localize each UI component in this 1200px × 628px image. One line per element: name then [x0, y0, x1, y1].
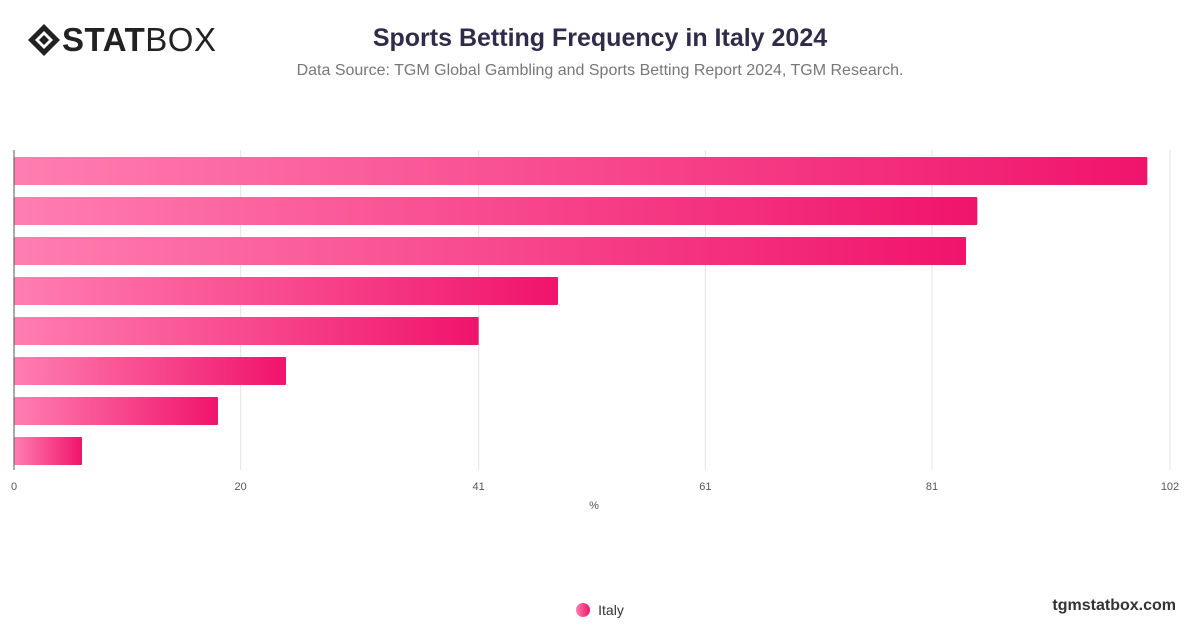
bars — [14, 157, 1148, 465]
logo-box-text: BOX — [145, 21, 217, 58]
x-tick-label: 61 — [699, 481, 711, 493]
bar[interactable] — [14, 397, 218, 425]
x-tick-label: 102 — [1161, 481, 1179, 493]
bar[interactable] — [14, 357, 286, 385]
logo-wordmark: STATBOX — [62, 21, 216, 59]
x-tick-label: 81 — [926, 481, 938, 493]
bar[interactable] — [14, 317, 479, 345]
chart-subtitle: Data Source: TGM Global Gambling and Spo… — [296, 62, 904, 79]
bar[interactable] — [14, 277, 558, 305]
x-tick-label: 20 — [235, 481, 247, 493]
x-tick-label: 41 — [473, 481, 485, 493]
x-axis-label: % — [589, 500, 599, 512]
x-axis-ticks: 0 20 41 61 81 102 — [11, 481, 1179, 493]
chart-title: Sports Betting Frequency in Italy 2024 — [372, 24, 828, 52]
bar[interactable] — [14, 237, 966, 265]
logo-stat-text: STAT — [62, 21, 146, 58]
legend[interactable]: Italy — [0, 602, 1200, 618]
bar[interactable] — [14, 437, 82, 465]
legend-label: Italy — [598, 602, 624, 618]
footer-site: tgmstatbox.com — [1052, 597, 1176, 614]
statbox-logo: STATBOX — [26, 21, 216, 59]
diamond-logo-icon — [28, 24, 60, 56]
bar[interactable] — [14, 157, 1148, 185]
legend-marker — [576, 603, 591, 617]
x-tick-label: 0 — [11, 481, 17, 493]
bar[interactable] — [14, 197, 978, 225]
